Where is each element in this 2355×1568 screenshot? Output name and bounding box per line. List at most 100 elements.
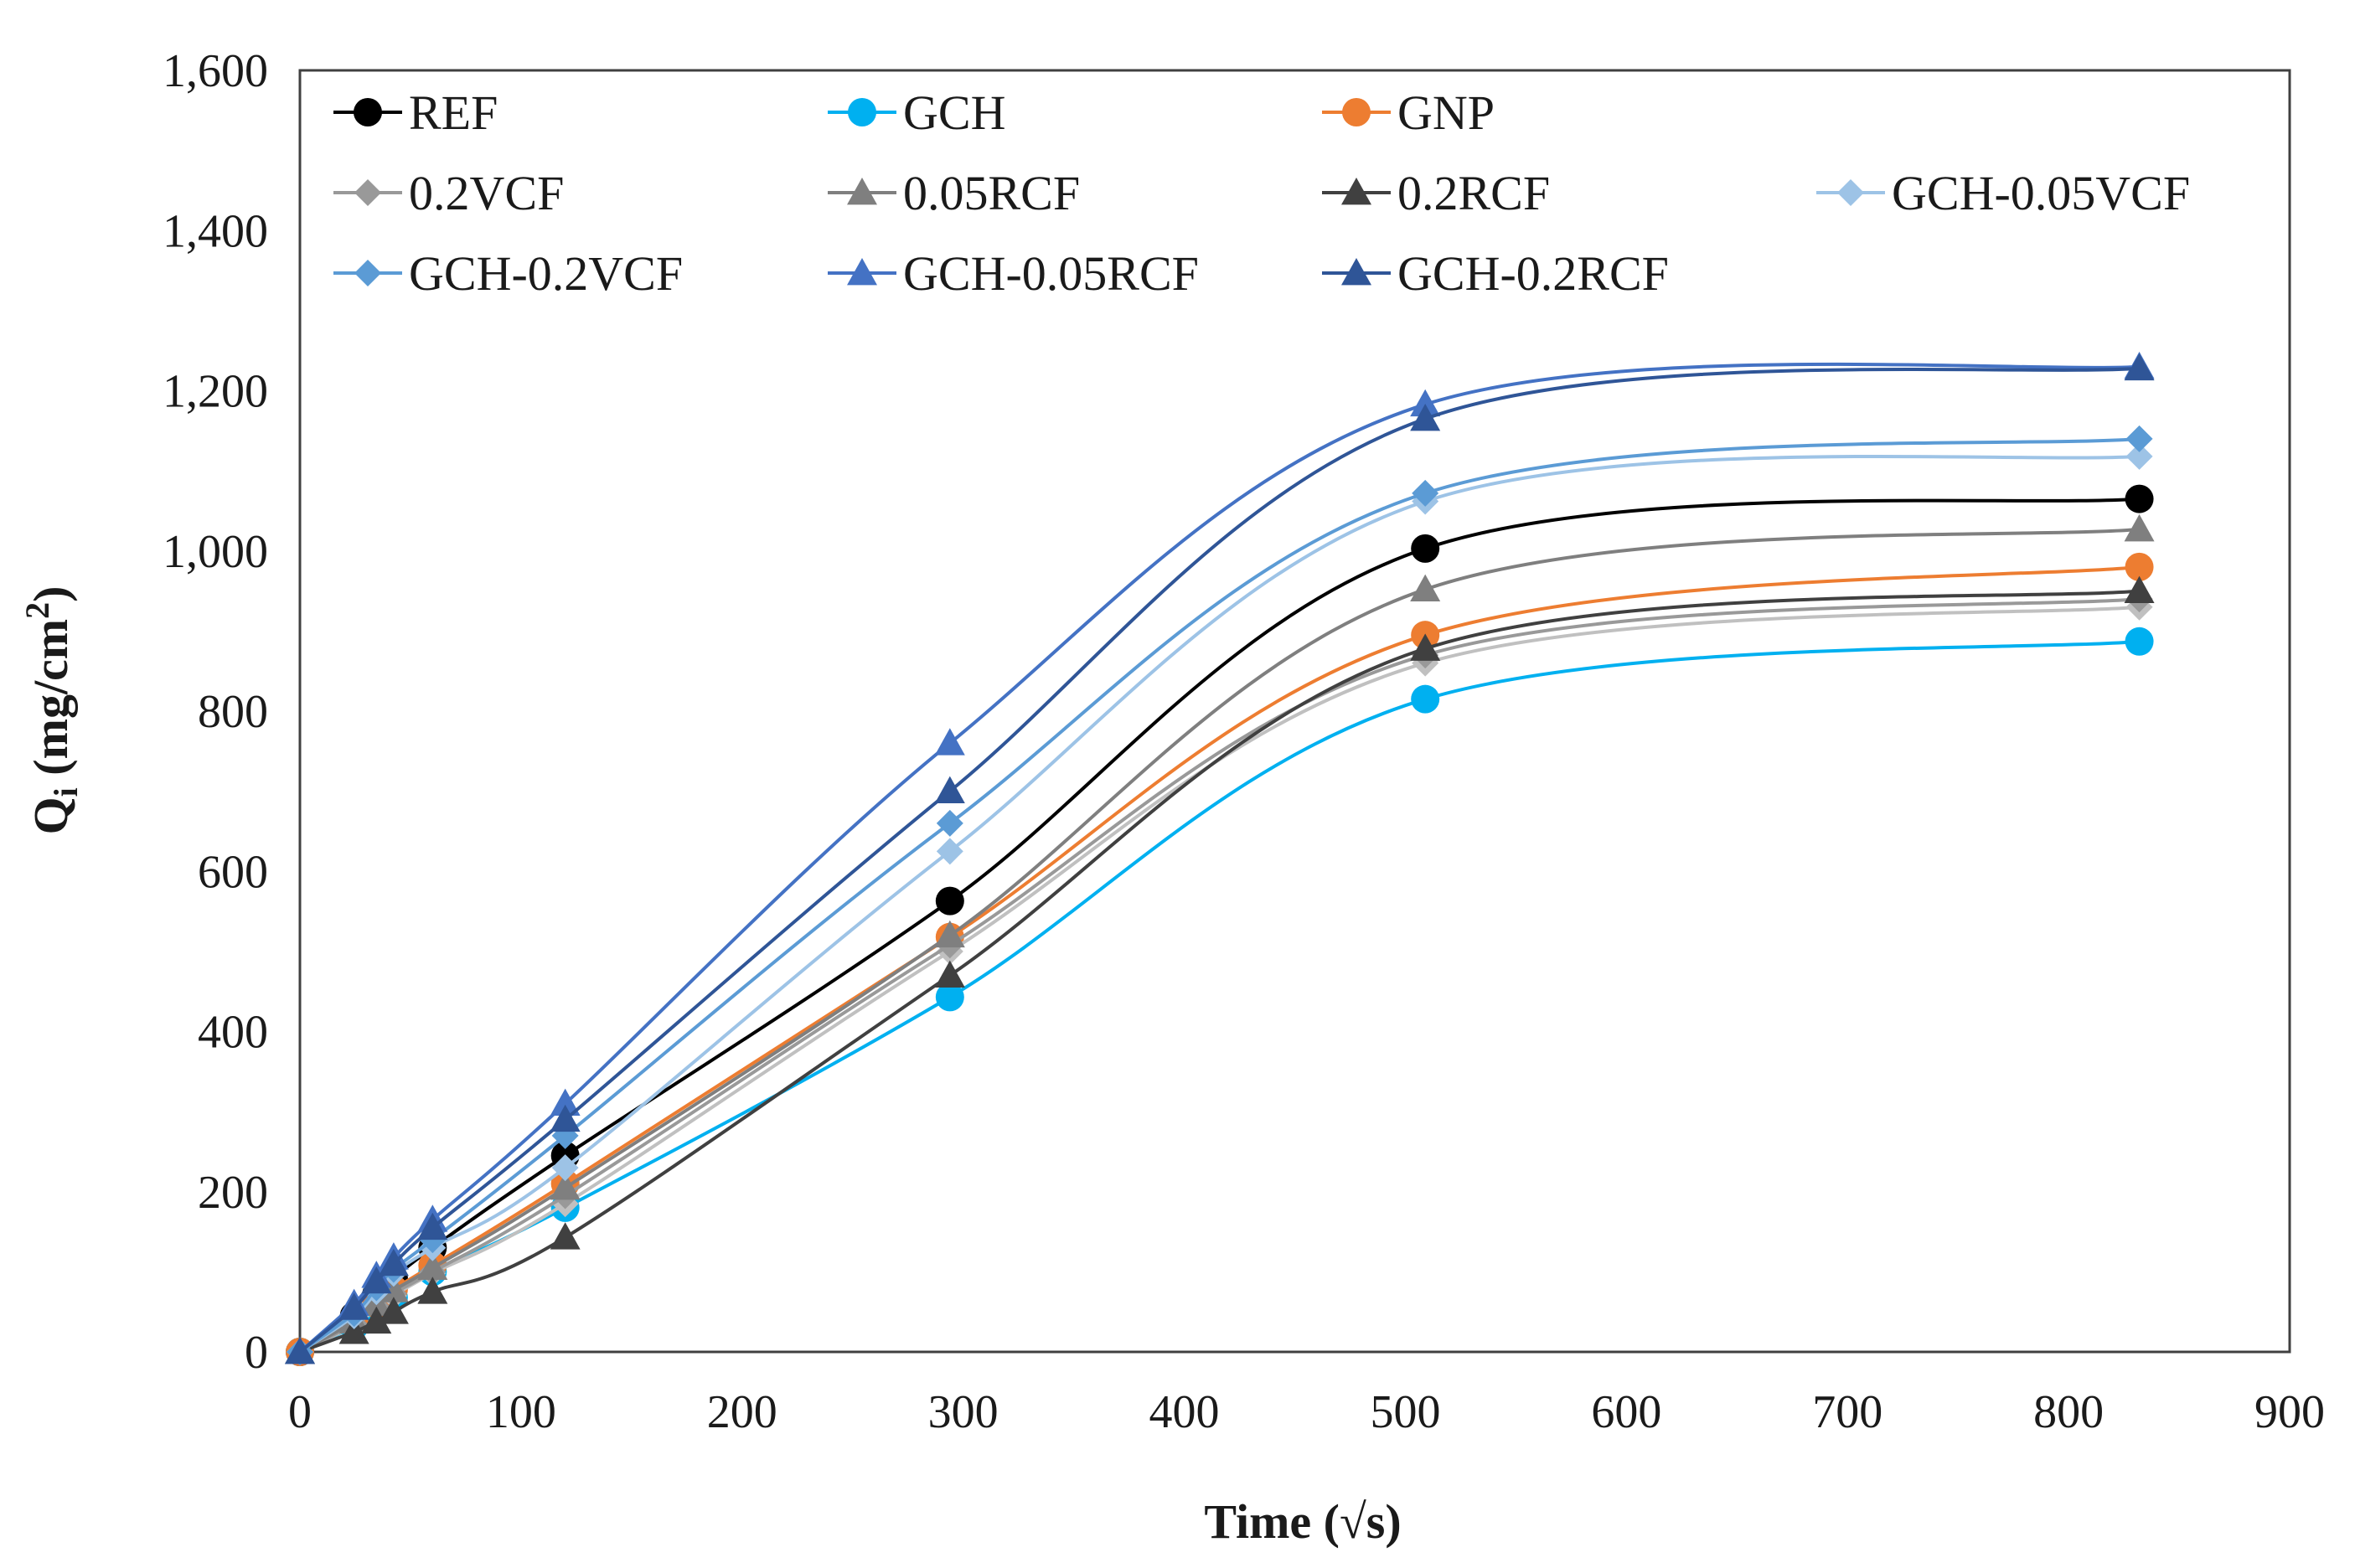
x-tick-label: 700 bbox=[1812, 1386, 1882, 1438]
legend-swatch-marker bbox=[847, 178, 877, 205]
y-tick-label: 1,600 bbox=[163, 45, 268, 97]
data-point bbox=[378, 1297, 409, 1324]
series-gch-0-2rcf bbox=[285, 353, 2155, 1364]
legend-item-0-2vcf: 0.2VCF bbox=[333, 166, 564, 220]
data-point bbox=[1410, 633, 1441, 661]
legend-swatch-marker bbox=[847, 258, 877, 286]
x-tick-label: 900 bbox=[2254, 1386, 2325, 1438]
y-axis-title: Qi (mg/cm2) bbox=[18, 586, 85, 835]
legend-label: 0.05RCF bbox=[903, 166, 1080, 220]
x-tick-label: 200 bbox=[707, 1386, 777, 1438]
data-point bbox=[378, 1248, 409, 1277]
data-point bbox=[2125, 484, 2154, 513]
legend-swatch-marker bbox=[848, 98, 876, 126]
legend-item-0-2rcf: 0.2RCF bbox=[1322, 166, 1550, 220]
legend-swatch-marker bbox=[354, 260, 381, 286]
data-point bbox=[550, 1088, 581, 1116]
data-point bbox=[2125, 552, 2154, 581]
data-point bbox=[338, 1317, 369, 1344]
data-point bbox=[2125, 442, 2153, 470]
x-tick-label: 100 bbox=[486, 1386, 556, 1438]
y-axis-title-superscript: 2 bbox=[18, 602, 56, 619]
data-point bbox=[361, 1306, 392, 1334]
legend-item-gch-0-05rcf: GCH-0.05RCF bbox=[828, 246, 1199, 301]
data-point bbox=[550, 1172, 581, 1200]
data-point bbox=[1412, 479, 1439, 507]
y-axis-title-units: (mg/cm bbox=[23, 619, 78, 787]
data-point bbox=[934, 920, 965, 948]
legend-item-gch-0-05vcf: GCH-0.05VCF bbox=[1816, 166, 2190, 220]
data-point bbox=[2125, 425, 2153, 452]
y-tick-label: 200 bbox=[198, 1167, 268, 1219]
y-axis-title-main: Q bbox=[23, 797, 78, 834]
data-point bbox=[417, 1252, 448, 1280]
data-point bbox=[934, 728, 965, 756]
legend-swatch-marker bbox=[1342, 98, 1371, 126]
data-point bbox=[935, 886, 964, 916]
x-tick-label: 600 bbox=[1591, 1386, 1661, 1438]
x-axis-title: Time (√s) bbox=[1204, 1494, 1401, 1549]
data-point bbox=[2124, 513, 2155, 542]
data-point bbox=[285, 1337, 315, 1364]
plot-area-frame bbox=[298, 69, 2291, 1354]
data-point bbox=[2124, 575, 2155, 603]
y-tick-label: 0 bbox=[245, 1327, 268, 1379]
x-tick-label: 800 bbox=[2033, 1386, 2104, 1438]
legend-swatch-marker bbox=[1341, 178, 1371, 205]
y-tick-label: 1,000 bbox=[163, 526, 268, 578]
data-point bbox=[1410, 574, 1441, 602]
data-point bbox=[936, 809, 963, 837]
x-tick-label: 500 bbox=[1370, 1386, 1440, 1438]
legend-swatch-marker bbox=[354, 179, 381, 206]
x-tick-label: 0 bbox=[288, 1386, 312, 1438]
legend-swatch-marker bbox=[354, 98, 382, 126]
y-tick-label: 600 bbox=[198, 846, 268, 898]
data-point bbox=[417, 1277, 448, 1304]
legend-label: GCH-0.2VCF bbox=[409, 246, 683, 301]
data-point bbox=[1411, 684, 1440, 714]
legend-swatch-marker bbox=[1341, 258, 1371, 286]
data-point bbox=[2125, 627, 2154, 656]
legend-label: GCH bbox=[903, 85, 1005, 140]
y-axis-title-close: ) bbox=[23, 586, 78, 602]
data-point bbox=[550, 1104, 581, 1132]
legend-item-gch: GCH bbox=[828, 85, 1005, 140]
legend: REF GCH GNP 0.2VCF 0.05RCF 0.2RCF GCH-0.05VCF G… bbox=[333, 85, 2190, 301]
data-point bbox=[1411, 534, 1440, 563]
data-point bbox=[417, 1212, 448, 1240]
legend-label: 0.2RCF bbox=[1397, 166, 1550, 220]
y-tick-label: 800 bbox=[198, 686, 268, 738]
data-point bbox=[935, 983, 964, 1012]
legend-label: 0.2VCF bbox=[409, 166, 564, 220]
legend-item-ref: REF bbox=[333, 85, 498, 140]
y-axis-title-subscript: i bbox=[47, 787, 85, 797]
data-point bbox=[934, 960, 965, 988]
y-axis-ticks: 0 200 400 600 800 1,000 1,200 1,400 1,600 bbox=[163, 45, 268, 1379]
legend-item-gch-0-2rcf: GCH-0.2RCF bbox=[1322, 246, 1669, 301]
data-point bbox=[551, 1154, 579, 1182]
y-tick-label: 400 bbox=[198, 1007, 268, 1059]
data-point bbox=[1410, 403, 1441, 431]
legend-label: GCH-0.05RCF bbox=[903, 246, 1199, 301]
legend-label: GCH-0.05VCF bbox=[1892, 166, 2190, 220]
legend-item-0-05rcf: 0.05RCF bbox=[828, 166, 1080, 220]
data-point bbox=[550, 1222, 581, 1250]
data-point bbox=[1410, 389, 1441, 417]
y-tick-label: 1,200 bbox=[163, 366, 268, 418]
data-point bbox=[934, 776, 965, 804]
legend-item-gnp: GNP bbox=[1322, 85, 1495, 140]
series-layer bbox=[285, 351, 2155, 1366]
legend-label: GNP bbox=[1397, 85, 1495, 140]
y-tick-label: 1,400 bbox=[163, 205, 268, 257]
data-point bbox=[361, 1266, 392, 1294]
x-tick-label: 300 bbox=[928, 1386, 999, 1438]
legend-swatch-marker bbox=[1837, 179, 1864, 206]
data-point bbox=[936, 838, 963, 865]
legend-item-gch-0-2vcf: GCH-0.2VCF bbox=[333, 246, 683, 301]
legend-label: GCH-0.2RCF bbox=[1397, 246, 1669, 301]
x-tick-label: 400 bbox=[1149, 1386, 1220, 1438]
data-point bbox=[338, 1292, 369, 1320]
x-axis-ticks: 0 100 200 300 400 500 600 700 800 900 bbox=[288, 1386, 2325, 1438]
legend-label: REF bbox=[409, 85, 498, 140]
